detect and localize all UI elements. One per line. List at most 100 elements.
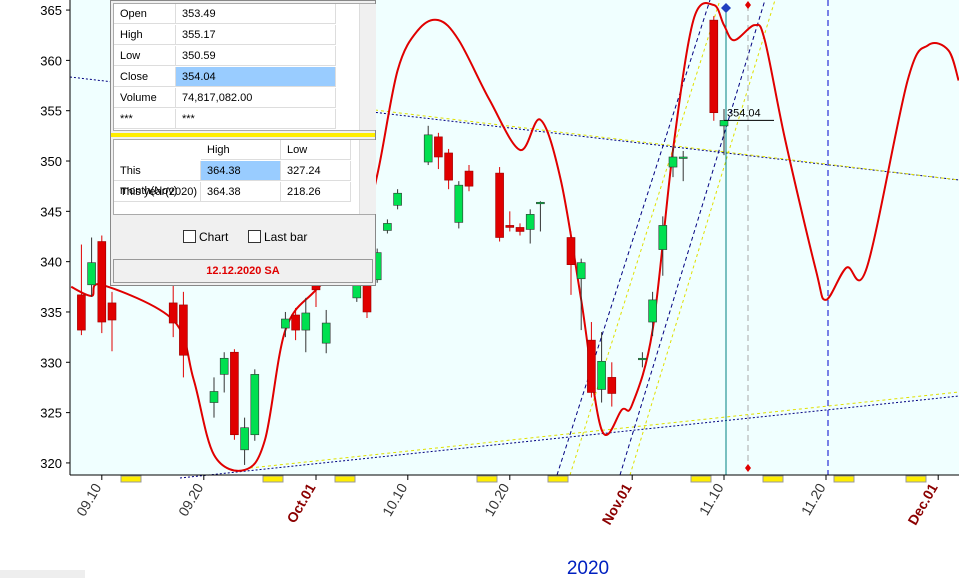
x-tick-label: 10.20 bbox=[481, 480, 512, 519]
candle-body bbox=[393, 192, 402, 206]
candle-body bbox=[77, 294, 86, 331]
candle-body bbox=[576, 262, 586, 280]
candle-body bbox=[587, 339, 596, 393]
trend-line bbox=[249, 391, 959, 469]
last-price-label: 354.04 bbox=[727, 107, 761, 119]
table-cell: Close bbox=[114, 67, 176, 87]
table-cell: 327.24 bbox=[281, 161, 351, 181]
candle-body bbox=[525, 214, 535, 230]
table-cell: 364.38 bbox=[201, 161, 281, 181]
candle-body bbox=[678, 156, 688, 159]
y-tick-label: 325 bbox=[40, 406, 62, 421]
table-cell: 353.49 bbox=[176, 4, 336, 24]
x-tick-label: 11.20 bbox=[798, 480, 829, 518]
table-cell: 355.17 bbox=[176, 25, 336, 45]
candle-body bbox=[454, 184, 464, 223]
candle-body bbox=[301, 312, 311, 331]
table-cell: High bbox=[201, 140, 281, 160]
candle-body bbox=[505, 225, 515, 228]
candle-body bbox=[250, 374, 260, 436]
y-tick-label: 320 bbox=[40, 456, 62, 471]
candle-body bbox=[464, 170, 474, 187]
table-cell: This year(2020) bbox=[114, 182, 201, 202]
table-cell: Low bbox=[114, 46, 176, 66]
trend-line bbox=[374, 109, 959, 181]
candle-body bbox=[536, 201, 545, 205]
candle-body bbox=[709, 19, 719, 114]
x-axis-title: 2020 bbox=[567, 558, 609, 578]
candle-body bbox=[423, 134, 433, 163]
candle-body bbox=[362, 282, 372, 313]
y-tick-label: 355 bbox=[40, 104, 62, 119]
info-panel: Open 353.49 High 355.17 Low 350.59 Close 354.04… bbox=[110, 0, 376, 286]
checkbox-label: Chart bbox=[199, 230, 229, 244]
checkbox-label: Last bar bbox=[264, 230, 308, 244]
checkbox[interactable]: Chart bbox=[183, 230, 228, 244]
candle-body bbox=[383, 223, 392, 231]
candle-body bbox=[566, 237, 576, 265]
candle-body bbox=[719, 120, 729, 127]
scrollbar[interactable] bbox=[359, 140, 376, 214]
x-tick-label: 10.10 bbox=[379, 480, 410, 519]
table-cell: 74,817,082.00 bbox=[176, 88, 336, 108]
candle-body bbox=[668, 156, 678, 168]
y-tick-label: 360 bbox=[40, 53, 62, 68]
trend-line bbox=[556, 0, 711, 476]
quote-table: Open 353.49 High 355.17 Low 350.59 Close 354.04… bbox=[113, 3, 376, 131]
table-cell: High bbox=[114, 25, 176, 45]
table-cell: 354.04 bbox=[176, 67, 336, 87]
x-tick-label: Nov.01 bbox=[599, 480, 635, 527]
trend-line bbox=[629, 0, 776, 476]
marker bbox=[721, 3, 731, 13]
table-cell: Low bbox=[281, 140, 351, 160]
candle-body bbox=[97, 241, 107, 323]
y-tick-label: 350 bbox=[40, 154, 62, 169]
table-cell: This month(Nov) bbox=[114, 161, 201, 197]
weekend-markers bbox=[120, 475, 927, 483]
table-cell: *** bbox=[176, 109, 336, 129]
table-cell: Open bbox=[114, 4, 176, 24]
table-cell: Volume bbox=[114, 88, 176, 108]
candle-body bbox=[597, 360, 606, 390]
candle-body bbox=[444, 152, 453, 181]
period-table: High Low This month(Nov) 364.38 327.24 This y… bbox=[113, 139, 376, 215]
candle-body bbox=[281, 318, 290, 329]
candle-body bbox=[638, 357, 647, 361]
candle-body bbox=[107, 302, 117, 321]
candle-body bbox=[209, 391, 219, 403]
candle-body bbox=[168, 302, 178, 324]
y-tick-label: 340 bbox=[40, 255, 62, 270]
x-tick-label: Oct.01 bbox=[283, 480, 318, 525]
y-tick-label: 345 bbox=[40, 204, 62, 219]
y-tick-label: 365 bbox=[40, 3, 62, 18]
candle-body bbox=[607, 377, 617, 394]
candle-body bbox=[291, 314, 300, 331]
candle-body bbox=[352, 284, 362, 299]
x-tick-label: 09.20 bbox=[175, 480, 206, 519]
candle-body bbox=[87, 262, 96, 286]
candle-body bbox=[230, 351, 239, 436]
trend-line bbox=[179, 395, 959, 479]
table-cell: 218.26 bbox=[281, 182, 351, 202]
candle-body bbox=[434, 136, 443, 158]
scrollbar[interactable] bbox=[359, 4, 376, 130]
date-stamp: 12.12.2020 SA bbox=[113, 259, 373, 283]
y-tick-label: 335 bbox=[40, 305, 62, 320]
candle-body bbox=[658, 225, 668, 250]
candle-body bbox=[495, 172, 504, 238]
table-cell: 364.38 bbox=[201, 182, 281, 202]
scroll-stub bbox=[0, 570, 85, 578]
candle-body bbox=[240, 427, 249, 451]
trend-line bbox=[569, 0, 721, 476]
x-tick-label: 11.10 bbox=[696, 480, 727, 518]
candle-body bbox=[219, 357, 229, 375]
x-tick-label: 09.10 bbox=[73, 480, 104, 519]
checkbox[interactable]: Last bar bbox=[248, 230, 307, 244]
separator bbox=[111, 133, 375, 137]
trend-line bbox=[619, 0, 766, 476]
table-cell: *** bbox=[114, 109, 176, 129]
candle-body bbox=[179, 304, 188, 356]
candle-body bbox=[515, 227, 525, 232]
candle-body bbox=[648, 299, 657, 323]
